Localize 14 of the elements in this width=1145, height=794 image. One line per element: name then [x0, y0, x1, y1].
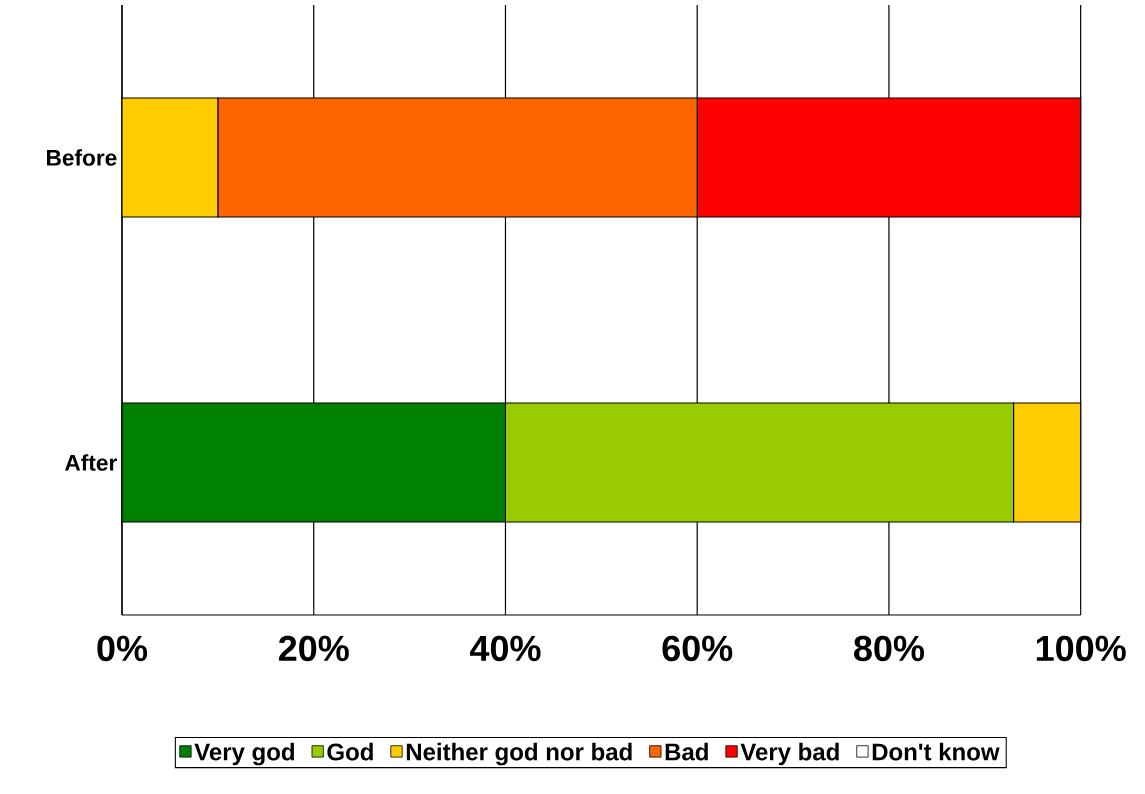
x-tick-label: 100% [1036, 635, 1126, 662]
x-tick-label: 20% [278, 635, 349, 662]
legend-label: Very god [194, 742, 294, 766]
x-tick-label: 60% [662, 635, 733, 662]
legend-label: Bad [665, 742, 708, 761]
x-tick-label: 80% [854, 635, 925, 662]
legend-label: Don't know [872, 742, 1000, 761]
legend-label: Very bad [740, 742, 839, 766]
x-tick-label: 0% [97, 635, 148, 662]
x-tick-label: 40% [469, 635, 541, 662]
legend-label: God [327, 742, 373, 761]
y-tick-label: After [64, 454, 117, 471]
y-tick-label: Before [47, 149, 117, 166]
legend-label: Neither god nor bad [406, 742, 632, 766]
